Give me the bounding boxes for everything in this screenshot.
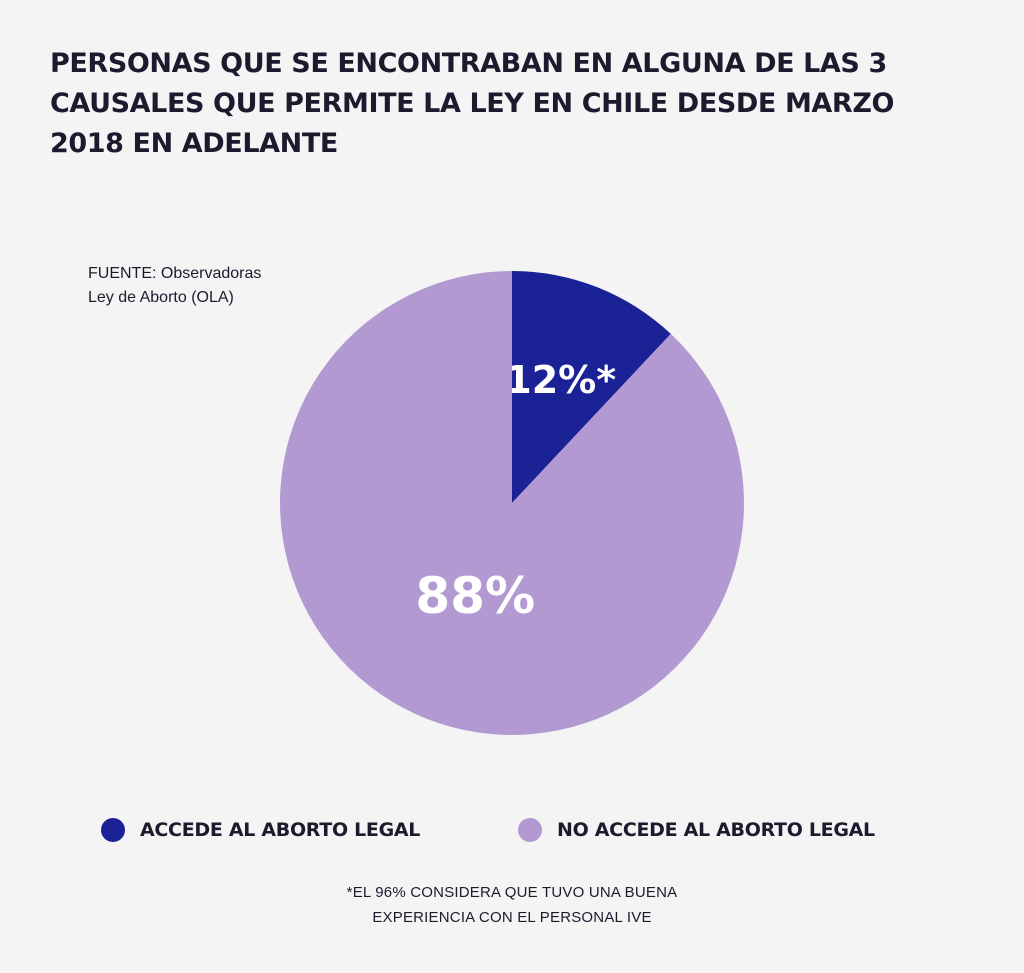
legend-swatch-accede (101, 818, 125, 842)
footnote-line-1: *EL 96% CONSIDERA QUE TUVO UNA BUENA (346, 884, 678, 901)
source-line-1: FUENTE: Observadoras (88, 265, 262, 282)
source-note: FUENTE: Observadoras Ley de Aborto (OLA) (88, 262, 261, 310)
pie-slice-accede (512, 271, 671, 503)
pie-label-accede: 12%* (505, 358, 616, 402)
chart-title-line-2: CAUSALES QUE PERMITE LA LEY EN CHILE DES… (50, 88, 895, 119)
legend-item-no-accede: NO ACCEDE AL ABORTO LEGAL (518, 815, 875, 845)
footnote: *EL 96% CONSIDERA QUE TUVO UNA BUENA EXP… (0, 880, 1024, 930)
pie-label-no-accede: 88% (415, 567, 535, 625)
legend-label-accede: ACCEDE AL ABORTO LEGAL (140, 819, 421, 841)
chart-title-line-3: 2018 EN ADELANTE (50, 128, 338, 159)
chart-title-line-1: PERSONAS QUE SE ENCONTRABAN EN ALGUNA DE… (50, 48, 887, 79)
legend-item-accede: ACCEDE AL ABORTO LEGAL (101, 815, 420, 845)
legend-swatch-no-accede (518, 818, 542, 842)
chart-title: PERSONAS QUE SE ENCONTRABAN EN ALGUNA DE… (50, 44, 930, 164)
legend-label-no-accede: NO ACCEDE AL ABORTO LEGAL (557, 819, 875, 841)
source-line-2: Ley de Aborto (OLA) (88, 289, 234, 306)
footnote-line-2: EXPERIENCIA CON EL PERSONAL IVE (372, 909, 652, 926)
chart-legend: ACCEDE AL ABORTO LEGAL NO ACCEDE AL ABOR… (0, 815, 1024, 845)
pie-slice-no-accede (280, 271, 744, 735)
